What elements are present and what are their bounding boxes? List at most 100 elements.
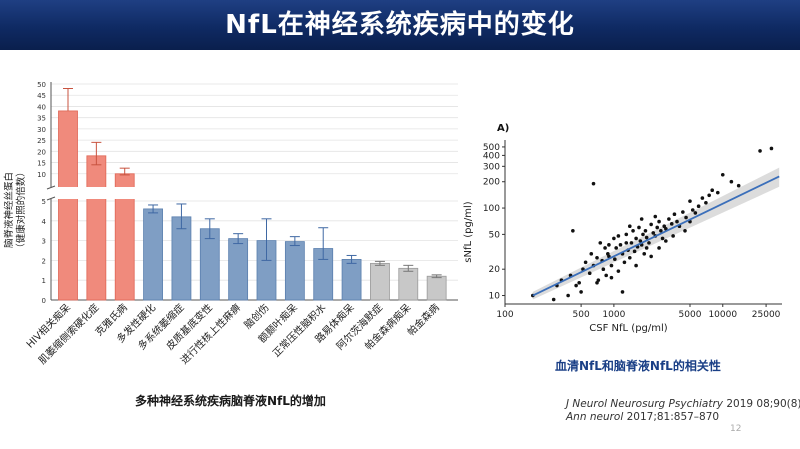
reference-1: J Neurol Neurosurg Psychiatry 2019 08;90… [566,398,800,410]
scatter-point [657,219,661,224]
y-axis-label: sNfL (pg/ml) [463,201,474,262]
reference-1-journal: J Neurol Neurosurg Psychiatry [566,398,723,410]
reference-2: Ann neurol 2017;81:857–870 [566,411,719,423]
scatter-point [616,234,621,238]
y-tick-label: 25 [37,137,46,145]
scatter-point [758,149,762,153]
scatter-point [655,225,660,230]
y-axis-label-line2: （健康对照的倍数） [15,167,27,253]
y-tick-label: 200 [483,178,500,188]
scatter-point [667,217,671,221]
scatter-point [571,228,575,233]
y-tick-label: 35 [37,115,46,123]
scatter-point [595,280,599,285]
scatter-point [624,241,629,245]
scatter-point [690,208,695,212]
y-tick-label: 45 [37,92,46,100]
scatter-point [710,188,715,193]
y-axis-label-line1: 脑脊液神经丝蛋白 [3,172,15,248]
y-tick-label: 30 [37,126,46,134]
scatter-point [622,260,627,265]
scatter-point [587,271,592,275]
y-tick-label: 10 [37,171,46,179]
y-tick-label: 4 [42,218,47,226]
axis-break-gap [48,187,459,199]
scatter-point [627,224,632,229]
scatter-point [616,269,621,273]
scatter-chart-caption: 血清NfL和脑脊液NfL的相关性 [555,359,721,373]
scatter-point [664,239,668,243]
scatter-point [664,226,668,231]
scatter-point [637,225,641,230]
x-tick-label: 25000 [752,310,781,320]
y-tick-label: 50 [489,230,501,240]
scatter-point [583,260,588,265]
scatter-point [634,236,638,241]
scatter-point [598,241,603,245]
scatter-point [660,236,665,241]
x-tick-label: 500 [573,310,590,320]
scatter-point [629,241,634,245]
confidence-band [532,167,780,300]
y-tick-label: 20 [37,148,46,156]
scatter-point [620,290,625,294]
scatter-point [566,293,570,298]
scatter-point [729,179,734,184]
scatter-point [720,173,725,177]
scatter-point [642,251,647,256]
scatter-point [683,228,687,233]
scatter-point [618,243,623,247]
scatter-point [627,255,632,260]
scatter-point [589,251,594,256]
scatter-point [603,246,607,250]
y-tick-label: 3 [42,238,46,246]
scatter-point [641,232,645,237]
y-tick-label: 1 [42,277,46,285]
y-tick-label: 40 [37,103,46,111]
x-tick-label: 5000 [679,310,702,320]
scatter-point [671,234,675,238]
scatter-point [715,190,720,195]
y-tick-label: 500 [483,143,500,153]
x-axis-label: CSF NfL (pg/ml) [589,323,667,334]
y-tick-label: 5 [42,198,46,206]
scatter-point [659,228,663,233]
scatter-point [675,219,679,224]
reference-1-detail: 2019 08;90(8) [723,398,800,410]
scatter-point [669,222,674,226]
scatter-point [614,246,618,250]
scatter-point [634,263,638,268]
reference-2-detail: 2017;81:857–870 [623,411,720,423]
scatter-point [579,290,583,294]
scatter-point [651,231,656,235]
x-tick-label: 100 [496,310,513,320]
y-tick-label: 15 [37,160,46,168]
regression-line [532,175,780,297]
scatter-point [653,214,658,219]
axis-break-mark [46,196,56,201]
scatter-point [672,212,677,217]
y-tick-label: 10 [489,292,501,302]
scatter-point [612,236,616,241]
scatter-point [639,217,644,221]
scatter-point [609,263,614,268]
scatter-point [769,146,774,151]
scatter-point [591,181,596,186]
scatter-point [643,228,648,233]
scatter-point [644,246,649,250]
axis-break-mark [46,185,56,190]
scatter-point [574,283,578,288]
reference-2-journal: Ann neurol [566,411,624,423]
scatter-point [700,196,705,200]
scatter-point [613,257,617,262]
scatter-point [681,210,685,214]
title-bar [0,0,800,50]
scatter-point [644,235,649,240]
y-tick-label: 100 [483,204,500,214]
scatter-point [632,249,637,254]
y-tick-label: 50 [37,81,46,89]
slide-title: NfL在神经系统疾病中的变化 [225,10,575,40]
x-tick-label: 10000 [708,310,737,320]
y-tick-label: 300 [483,162,500,172]
scatter-point [707,193,711,198]
